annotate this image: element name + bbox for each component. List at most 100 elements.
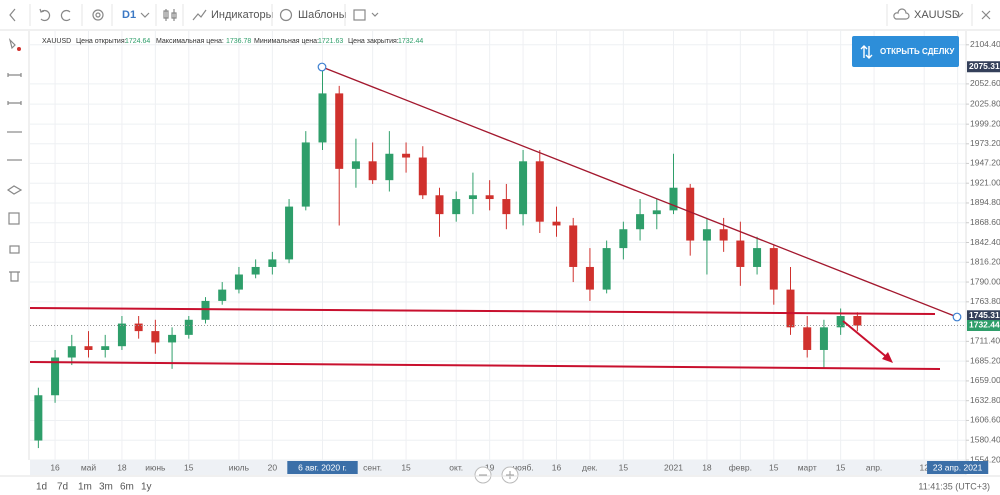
candle-body [803,327,812,350]
settings-button[interactable] [92,9,104,21]
y-tick-label: 1842.40 [970,237,1000,247]
x-tick-label: 15 [769,462,779,472]
tool-brush[interactable] [8,38,16,50]
trade-icon [860,45,873,59]
tool-delete[interactable] [9,271,20,282]
x-tick-label: нояб. [512,462,533,472]
price-badge-label: 1732.44 [969,320,1000,330]
price-badge-label: 2075.31 [969,61,1000,71]
tool-color[interactable] [17,47,21,51]
candle-body [719,229,728,241]
candle-body [485,195,494,200]
resistance-line[interactable] [29,307,936,315]
y-tick-label: 1921.00 [970,177,1000,187]
arrow-line[interactable] [842,320,890,360]
candle-body [652,210,661,215]
timeframe[interactable]: D1 [122,9,136,21]
screenshot-button[interactable] [353,9,366,21]
trend-handle[interactable] [952,312,962,322]
candle-body [786,289,795,328]
candle-body [67,346,76,358]
tool-copy[interactable] [8,212,20,225]
x-tick-label: 15 [836,462,846,472]
x-tick-label: 15 [401,462,411,472]
info-value: 1724.64 [125,38,150,45]
cloud-icon [893,8,910,20]
candle-body [702,229,711,241]
info-label: Цена открытия: [76,38,127,45]
screenshot-chevron[interactable] [371,12,379,17]
y-tick-label: 1868.60 [970,217,1000,227]
y-tick-label: 1632.80 [970,395,1000,405]
undo-button[interactable] [39,8,51,22]
range-button[interactable]: 1m [78,482,92,493]
clock: 11:41:35 (UTC+3) [918,481,990,491]
info-value: 1721.63 [318,38,343,45]
symbol-chevron[interactable] [954,12,964,18]
x-tick-label: 15 [184,462,194,472]
y-tick-label: 2025.80 [970,98,1000,108]
candle-body [301,142,310,207]
close-button[interactable] [981,10,991,20]
info-label: Минимальная цена: [254,38,319,45]
candle-body [418,157,427,196]
timeframe-chevron[interactable] [140,12,150,18]
templates-icon [279,8,293,22]
x-tick-label: 16 [552,462,562,472]
indicators-icon [192,9,207,21]
y-tick-label: 1554.20 [970,454,1000,464]
chart-type-button[interactable] [163,9,177,21]
open-trade-label: ОТКРЫТЬ СДЕЛКУ [880,47,955,56]
x-tick-label: 16 [50,462,60,472]
candle-body [368,161,377,181]
candle-body [519,161,528,215]
templates-button[interactable]: Шаблоны [298,9,347,21]
x-tick-label: 19 [485,462,495,472]
trend-handle[interactable] [317,62,327,72]
x-tick-label: июль [229,462,250,472]
y-tick-label: 1973.20 [970,138,1000,148]
candle-body [636,214,645,230]
tool-line[interactable] [7,73,22,77]
price-badge-label: 1745.31 [969,310,1000,320]
y-tick-label: 1685.20 [970,355,1000,365]
candle-body [385,153,394,181]
candle-body [753,248,762,267]
candle-body [151,331,160,343]
candle-body [435,195,444,215]
candle-body [535,161,544,222]
y-tick-label: 2104.40 [970,39,1000,49]
y-tick-label: 1894.80 [970,197,1000,207]
tool-lock[interactable] [9,245,20,254]
symbol-selector[interactable]: XAUUSD [914,9,960,21]
trend-line[interactable] [321,66,958,318]
range-button[interactable]: 1y [141,482,152,493]
back-button[interactable] [9,8,16,22]
info-label: Цена закрытия: [348,38,399,45]
y-tick-label: 1790.00 [970,276,1000,286]
candle-body [602,248,611,290]
range-button[interactable]: 3m [99,482,113,493]
y-tick-label: 1606.60 [970,415,1000,425]
range-button[interactable]: 7d [57,482,68,493]
info-symbol: XAUUSD [42,38,71,45]
tool-layers[interactable] [6,185,23,195]
indicators-button[interactable]: Индикаторы [211,9,274,21]
x-tick-label: 23 апр. 2021 [933,462,983,472]
candle-body [318,93,327,143]
support-line[interactable] [29,361,941,370]
candle-body [619,229,628,249]
range-button[interactable]: 6m [120,482,134,493]
tool-ray[interactable] [7,101,22,105]
price-badge [967,310,1000,322]
candle-body [285,206,294,260]
y-tick-label: 1580.40 [970,434,1000,444]
candle-body [234,274,243,290]
redo-button[interactable] [60,9,71,22]
range-button[interactable]: 1d [36,482,47,493]
candle-body [585,266,594,290]
y-tick-label: 1947.20 [970,158,1000,168]
candle-body [819,327,828,350]
open-trade-button[interactable] [852,36,959,67]
